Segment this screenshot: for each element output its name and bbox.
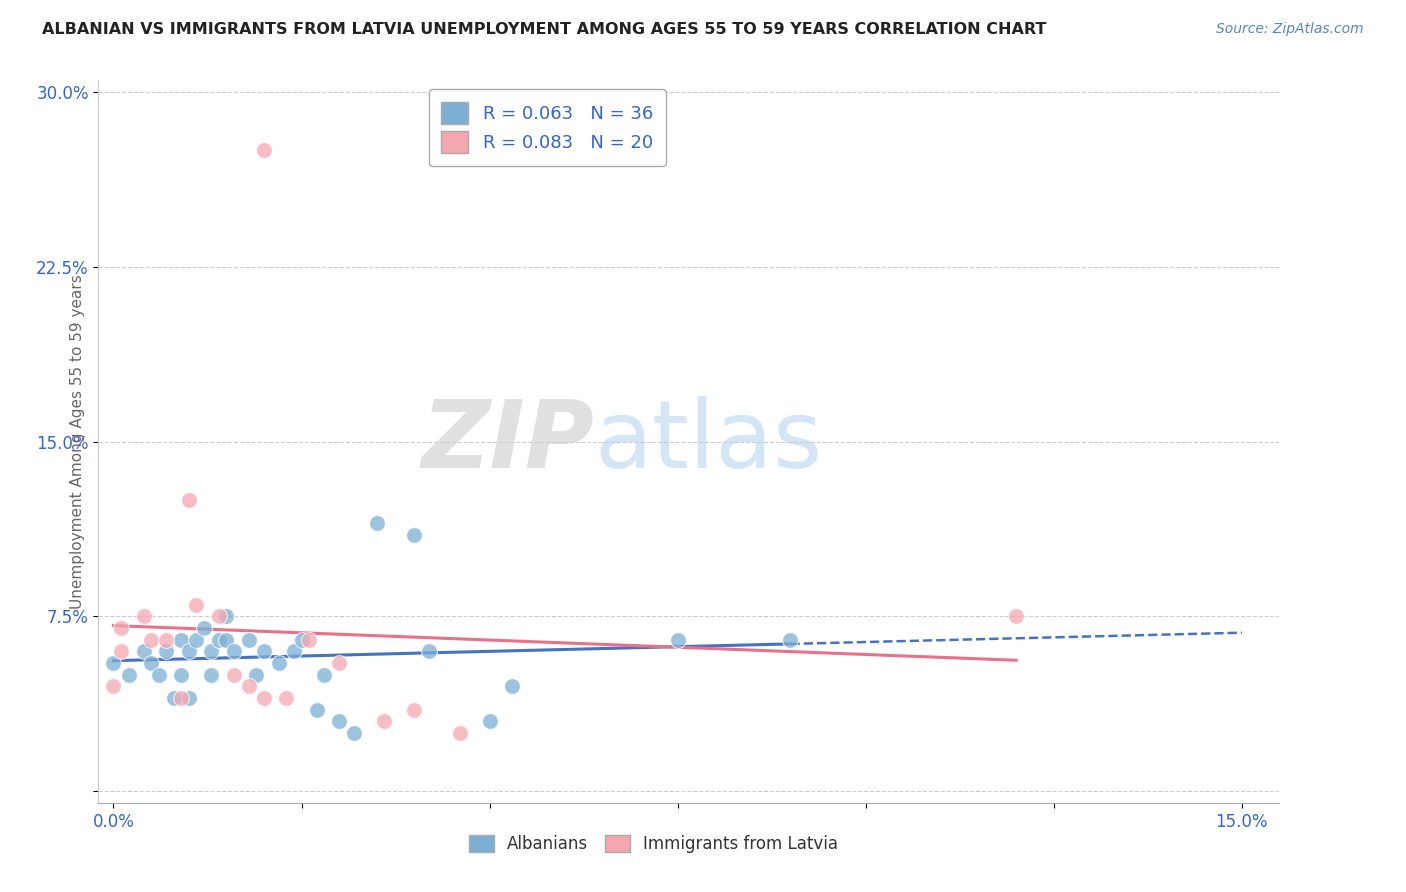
- Point: [276, 690, 298, 705]
- Point: [215, 632, 238, 647]
- Point: [314, 667, 336, 681]
- Point: [253, 644, 276, 658]
- Legend: Albanians, Immigrants from Latvia: Albanians, Immigrants from Latvia: [463, 828, 845, 860]
- Point: [177, 492, 200, 507]
- Point: [186, 598, 208, 612]
- Point: [200, 667, 222, 681]
- Point: [110, 644, 132, 658]
- Text: ALBANIAN VS IMMIGRANTS FROM LATVIA UNEMPLOYMENT AMONG AGES 55 TO 59 YEARS CORREL: ALBANIAN VS IMMIGRANTS FROM LATVIA UNEMP…: [42, 22, 1046, 37]
- Point: [155, 632, 177, 647]
- Point: [501, 679, 523, 693]
- Y-axis label: Unemployment Among Ages 55 to 59 years: Unemployment Among Ages 55 to 59 years: [69, 274, 84, 609]
- Text: atlas: atlas: [595, 395, 823, 488]
- Point: [404, 702, 426, 716]
- Point: [305, 702, 328, 716]
- Point: [253, 690, 276, 705]
- Point: [170, 690, 193, 705]
- Text: Source: ZipAtlas.com: Source: ZipAtlas.com: [1216, 22, 1364, 37]
- Point: [177, 690, 200, 705]
- Point: [222, 667, 245, 681]
- Point: [283, 644, 305, 658]
- Point: [478, 714, 501, 729]
- Point: [238, 632, 260, 647]
- Point: [139, 632, 162, 647]
- Point: [117, 667, 139, 681]
- Point: [245, 667, 267, 681]
- Point: [132, 644, 155, 658]
- Point: [186, 632, 208, 647]
- Point: [366, 516, 388, 530]
- Point: [298, 632, 321, 647]
- Point: [208, 632, 231, 647]
- Point: [328, 656, 350, 670]
- Point: [139, 656, 162, 670]
- Point: [238, 679, 260, 693]
- Point: [103, 656, 125, 670]
- Point: [343, 726, 366, 740]
- Point: [155, 644, 177, 658]
- Point: [449, 726, 471, 740]
- Point: [132, 609, 155, 624]
- Point: [208, 609, 231, 624]
- Point: [404, 528, 426, 542]
- Point: [328, 714, 350, 729]
- Point: [170, 667, 193, 681]
- Point: [193, 621, 215, 635]
- Point: [267, 656, 290, 670]
- Point: [163, 690, 186, 705]
- Text: ZIP: ZIP: [422, 395, 595, 488]
- Point: [177, 644, 200, 658]
- Point: [290, 632, 312, 647]
- Point: [253, 143, 276, 157]
- Point: [666, 632, 689, 647]
- Point: [170, 632, 193, 647]
- Point: [222, 644, 245, 658]
- Point: [110, 621, 132, 635]
- Point: [1005, 609, 1028, 624]
- Point: [779, 632, 801, 647]
- Point: [418, 644, 440, 658]
- Point: [200, 644, 222, 658]
- Point: [215, 609, 238, 624]
- Point: [148, 667, 170, 681]
- Point: [373, 714, 395, 729]
- Point: [103, 679, 125, 693]
